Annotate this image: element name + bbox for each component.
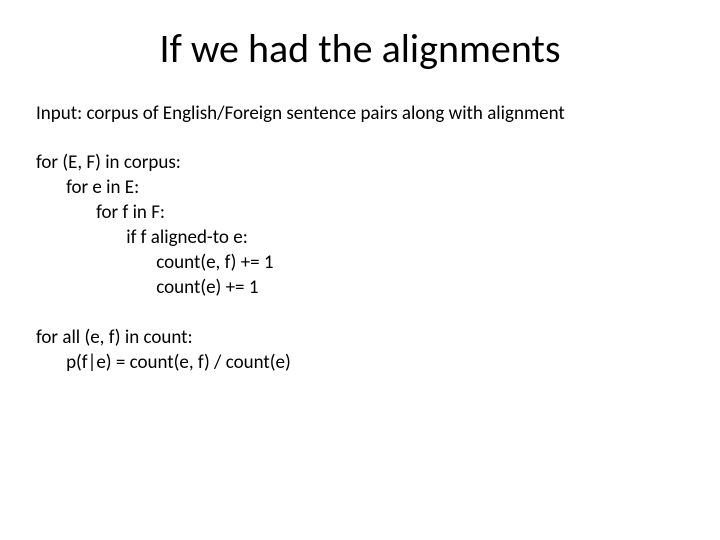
algo1-line-4: if f aligned-to e: [36, 225, 684, 250]
spacer [36, 126, 684, 150]
algo1-line-5: count(e, f) += 1 [36, 250, 684, 275]
algo1-line-6: count(e) += 1 [36, 275, 684, 300]
algo1-line-2: for e in E: [36, 175, 684, 200]
slide-title: If we had the alignments [36, 24, 684, 73]
algo2-line-1: for all (e, f) in count: [36, 325, 684, 350]
slide: If we had the alignments Input: corpus o… [0, 0, 720, 540]
slide-body: Input: corpus of English/Foreign sentenc… [36, 101, 684, 375]
algo2-line-2: p(f|e) = count(e, f) / count(e) [36, 350, 684, 375]
algo1-line-3: for f in F: [36, 200, 684, 225]
algo1-line-1: for (E, F) in corpus: [36, 150, 684, 175]
spacer [36, 301, 684, 325]
intro-line: Input: corpus of English/Foreign sentenc… [36, 101, 684, 126]
